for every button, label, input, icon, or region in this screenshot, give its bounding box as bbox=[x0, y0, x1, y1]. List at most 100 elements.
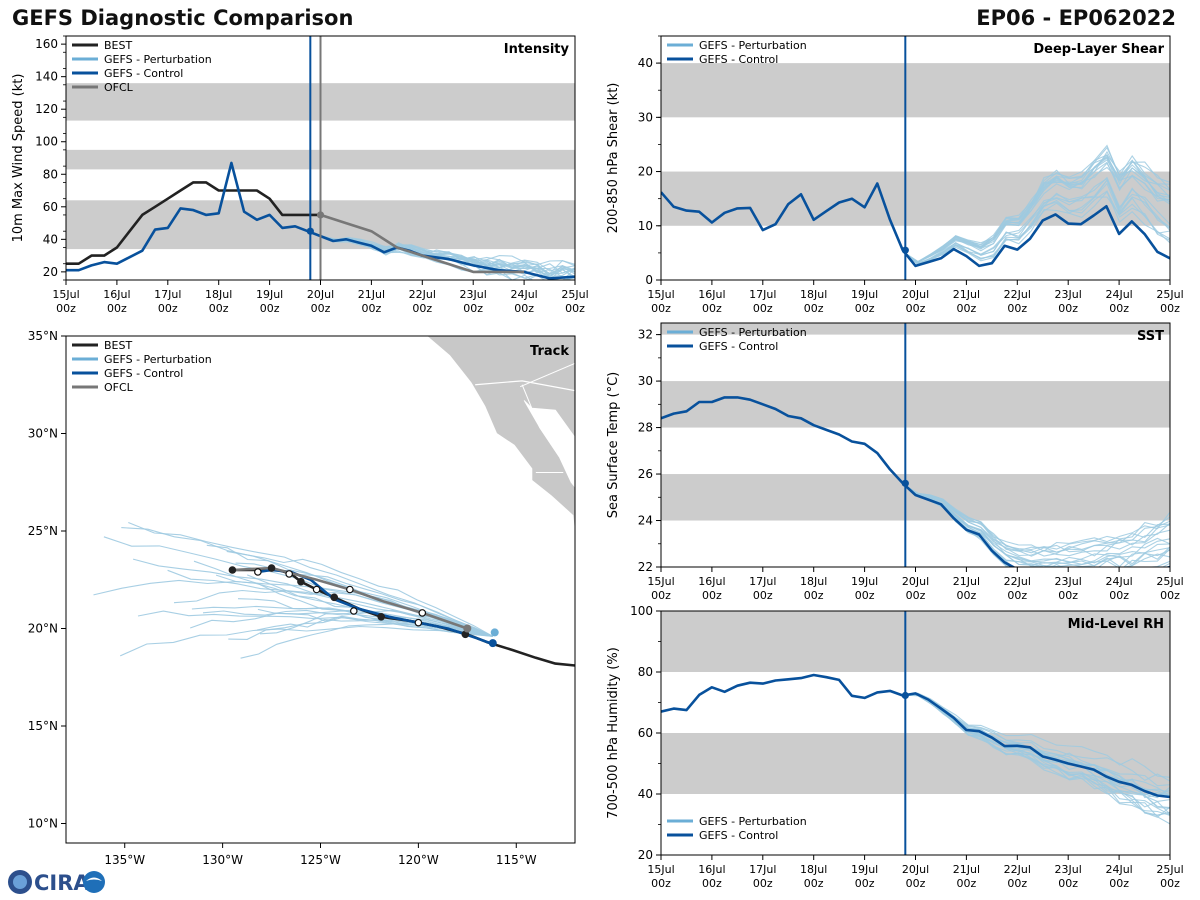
rh-band-1 bbox=[661, 611, 1170, 672]
rh-xtick-sublabel-9: 00z bbox=[1109, 877, 1129, 890]
sst-xtick-sublabel-10: 00z bbox=[1160, 589, 1180, 602]
track-ofcl-start-marker bbox=[463, 624, 472, 633]
sst-xtick-label-4: 19Jul bbox=[851, 575, 878, 588]
sst-plot-area bbox=[661, 323, 1170, 567]
rh-init-marker bbox=[901, 691, 909, 700]
rh-xtick-sublabel-1: 00z bbox=[702, 877, 722, 890]
track-xtick-label-2: 125°W bbox=[300, 853, 341, 867]
track-xtick-label-3: 120°W bbox=[398, 853, 439, 867]
cira-logo: CIRA bbox=[8, 870, 105, 895]
intensity-xtick-label-7: 22Jul bbox=[409, 288, 436, 301]
rh-ytick-label-3: 80 bbox=[638, 665, 653, 679]
rh-xtick-sublabel-4: 00z bbox=[855, 877, 875, 890]
rh-xtick-label-6: 21Jul bbox=[953, 863, 980, 876]
track-open-marker-3 bbox=[349, 607, 358, 615]
track-xtick-label-4: 115°W bbox=[496, 853, 537, 867]
track-control-start-marker bbox=[488, 639, 497, 648]
rh-xtick-sublabel-3: 00z bbox=[804, 877, 824, 890]
track-best-marker-3 bbox=[330, 593, 339, 602]
rh-xtick-label-3: 18Jul bbox=[800, 863, 827, 876]
sst-xtick-sublabel-6: 00z bbox=[957, 589, 977, 602]
rh-xtick-label-2: 17Jul bbox=[749, 863, 776, 876]
rh-xtick-sublabel-5: 00z bbox=[906, 877, 926, 890]
intensity-xtick-sublabel-7: 00z bbox=[412, 302, 432, 315]
sst-xtick-label-2: 17Jul bbox=[749, 575, 776, 588]
intensity-xtick-sublabel-0: 00z bbox=[56, 302, 76, 315]
intensity-ytick-label-6: 140 bbox=[35, 70, 58, 84]
rh-perturbation-member-3 bbox=[905, 692, 1170, 778]
cira-logo-emblem-icon bbox=[83, 871, 105, 893]
track-title: Track bbox=[530, 344, 569, 359]
intensity-xtick-sublabel-2: 00z bbox=[158, 302, 178, 315]
shear-band-1 bbox=[661, 63, 1170, 118]
shear-perturbation-member-13 bbox=[904, 178, 1170, 265]
rh-band-0 bbox=[661, 733, 1170, 794]
intensity-ofcl-line bbox=[320, 213, 525, 274]
sst-xtick-label-3: 18Jul bbox=[800, 575, 827, 588]
shear-xtick-label-5: 20Jul bbox=[902, 288, 929, 301]
intensity-xtick-sublabel-10: 00z bbox=[565, 302, 585, 315]
track-ytick-label-0: 10°N bbox=[28, 817, 58, 831]
rh-xtick-label-5: 20Jul bbox=[902, 863, 929, 876]
track-open-marker-4 bbox=[414, 618, 423, 627]
intensity-perturbation-member-16 bbox=[310, 231, 563, 280]
sst-perturbation-member-17 bbox=[905, 485, 1170, 554]
intensity-xtick-sublabel-6: 00z bbox=[362, 302, 382, 315]
track-border-east bbox=[519, 362, 575, 388]
rh-ytick-label-0: 20 bbox=[638, 848, 653, 862]
track-best-marker-4 bbox=[377, 613, 385, 621]
sst-perturbation-member-4 bbox=[904, 485, 1170, 564]
shear-legend-label-gefs-control: GEFS - Control bbox=[699, 53, 778, 66]
shear-xtick-sublabel-5: 00z bbox=[906, 302, 926, 315]
shear-title: Deep-Layer Shear bbox=[1033, 42, 1164, 57]
track-legend-label-gefs-control: GEFS - Control bbox=[104, 367, 183, 380]
track-legend-label-ofcl: OFCL bbox=[104, 381, 134, 394]
sst-perturbation-member-19 bbox=[905, 485, 1170, 552]
rh-ytick-label-4: 100 bbox=[630, 604, 653, 618]
sst-ytick-label-4: 30 bbox=[638, 374, 653, 388]
sst-xtick-sublabel-2: 00z bbox=[753, 589, 773, 602]
track-perturbation-member-18 bbox=[167, 569, 493, 637]
shear-ytick-label-1: 10 bbox=[638, 219, 653, 233]
intensity-control-line bbox=[66, 161, 575, 280]
sst-xtick-sublabel-4: 00z bbox=[855, 589, 875, 602]
track-ytick-label-3: 25°N bbox=[28, 524, 58, 538]
rh-xtick-label-0: 15Jul bbox=[647, 863, 674, 876]
track-best-marker-0 bbox=[228, 566, 237, 574]
track-best-marker-1 bbox=[267, 564, 276, 572]
sst-ytick-label-2: 26 bbox=[638, 467, 653, 481]
shear-xtick-label-6: 21Jul bbox=[953, 288, 980, 301]
shear-ylabel: 200-850 hPa Shear (kt) bbox=[606, 83, 621, 234]
sst-legend-label-gefs-control: GEFS - Control bbox=[699, 340, 778, 353]
sst-xtick-sublabel-3: 00z bbox=[804, 589, 824, 602]
intensity-best-line bbox=[66, 181, 321, 266]
intensity-xtick-label-8: 23Jul bbox=[460, 288, 487, 301]
intensity-xtick-sublabel-4: 00z bbox=[260, 302, 280, 315]
rh-perturbation-member-15 bbox=[905, 694, 1170, 816]
sst-perturbation-member-8 bbox=[904, 485, 1170, 565]
intensity-xtick-label-6: 21Jul bbox=[358, 288, 385, 301]
intensity-xtick-label-2: 17Jul bbox=[154, 288, 181, 301]
sst-xtick-sublabel-0: 00z bbox=[651, 589, 671, 602]
intensity-xtick-label-4: 19Jul bbox=[256, 288, 283, 301]
intensity-perturbation-member-18 bbox=[310, 231, 575, 275]
rh-xtick-sublabel-0: 00z bbox=[651, 877, 671, 890]
shear-xtick-label-1: 16Jul bbox=[698, 288, 725, 301]
intensity-legend-label-gefs-control: GEFS - Control bbox=[104, 67, 183, 80]
sst-ytick-label-5: 32 bbox=[638, 328, 653, 342]
track-ytick-label-1: 15°N bbox=[28, 719, 58, 733]
shear-perturbation-member-15 bbox=[904, 182, 1170, 265]
rh-control-line bbox=[661, 673, 1170, 799]
intensity-xtick-sublabel-9: 00z bbox=[514, 302, 534, 315]
sst-xtick-sublabel-7: 00z bbox=[1007, 589, 1027, 602]
sst-legend-label-gefs-perturbation: GEFS - Perturbation bbox=[699, 326, 807, 339]
track-open-marker-0 bbox=[254, 568, 262, 576]
shear-xtick-sublabel-8: 00z bbox=[1058, 302, 1078, 315]
shear-ytick-label-2: 20 bbox=[638, 165, 653, 179]
intensity-xtick-sublabel-1: 00z bbox=[107, 302, 127, 315]
sst-xtick-label-6: 21Jul bbox=[953, 575, 980, 588]
intensity-legend-label-gefs-perturbation: GEFS - Perturbation bbox=[104, 53, 212, 66]
intensity-ytick-label-3: 80 bbox=[43, 167, 58, 181]
sst-control-line bbox=[661, 396, 1170, 567]
sst-band-2 bbox=[661, 323, 1170, 335]
